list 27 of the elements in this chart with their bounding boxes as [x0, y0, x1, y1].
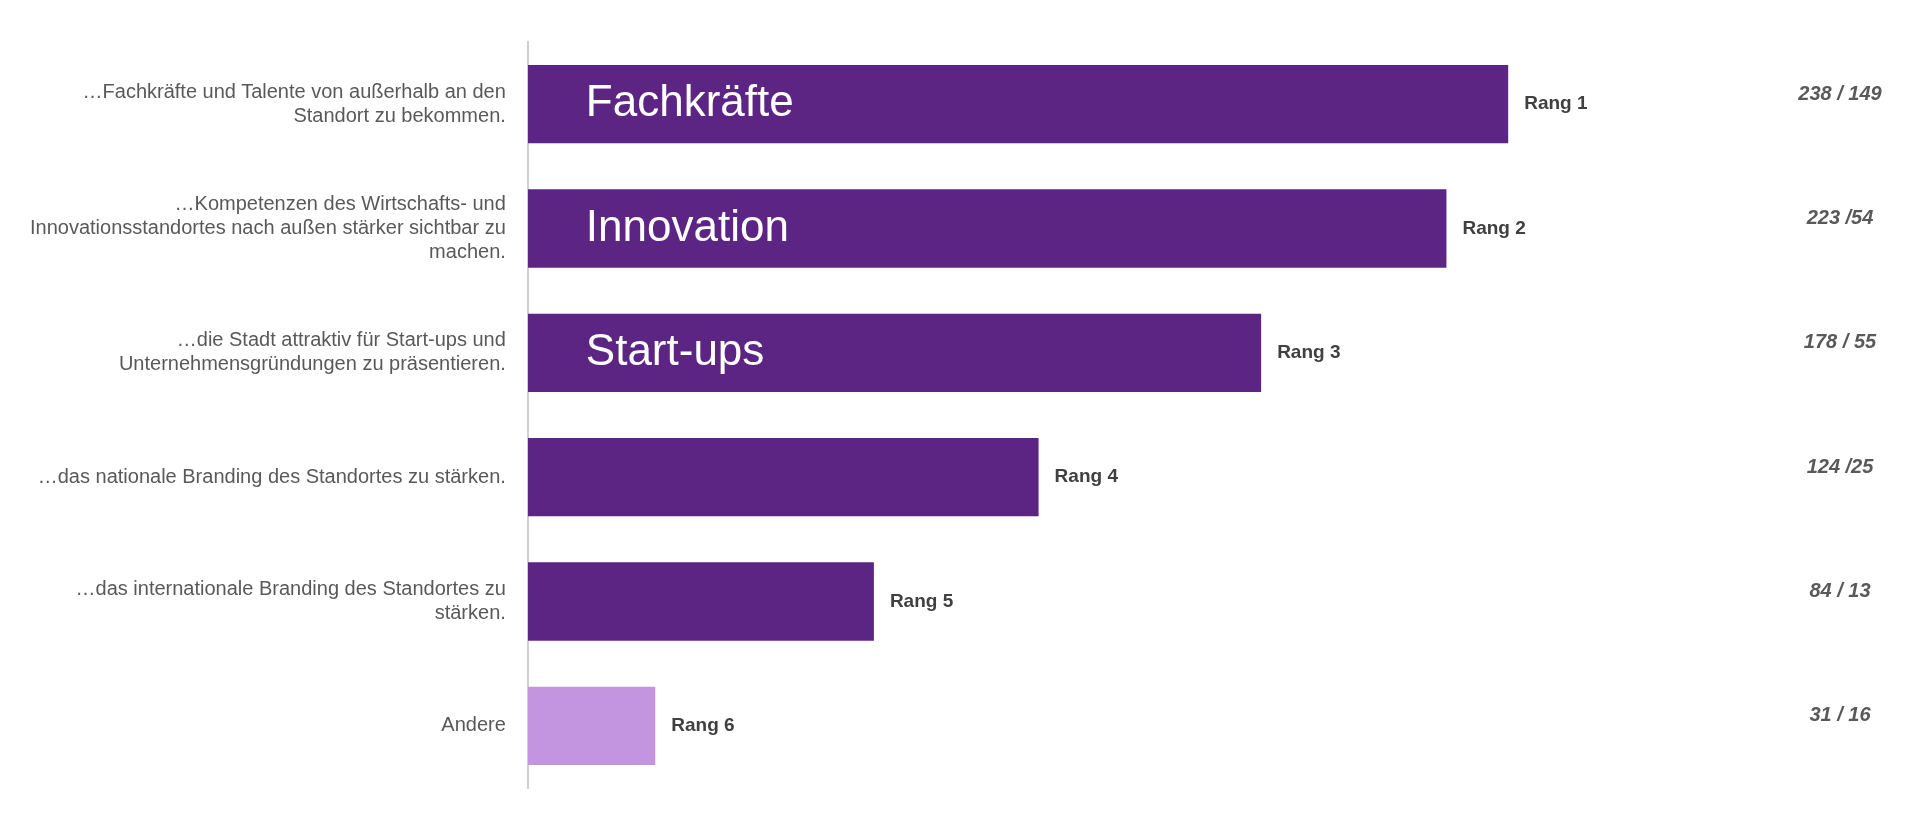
annotation: Rang 1 [1524, 92, 1588, 114]
bar [527, 313, 1262, 392]
text: 238 / 149 [1797, 81, 1883, 104]
annotation: Rang 2 [1462, 216, 1526, 238]
y-tick-label: Andere [441, 713, 506, 736]
text: 223 /54 [1805, 206, 1874, 229]
y-tick-label: …das internationale Branding des Standortes zu stärken. [75, 577, 506, 624]
annotation: Rang 6 [671, 714, 735, 736]
y-tick-label: …Kompetenzen des Wirtschafts- und Innovationsstandortes nach außen stärker sichtbar zu machen. [29, 192, 506, 263]
bar [527, 686, 656, 765]
text: 178 / 55 [1803, 330, 1878, 353]
annotation: Fachkräfte [585, 76, 794, 126]
text: 124 /25 [1806, 454, 1875, 477]
annotation: Rang 4 [1054, 465, 1119, 487]
annotation: Rang 5 [889, 589, 954, 611]
bar [527, 438, 1039, 517]
annotation: Innovation [585, 200, 789, 250]
y-tick-label: …das nationale Branding des Standortes zu stärken. [37, 464, 506, 487]
y-tick-label: …Fachkräfte und Talente von außerhalb an den Standort zu bekommen. [82, 79, 506, 126]
annotation: Start-ups [585, 324, 765, 374]
annotation: Rang 3 [1277, 341, 1341, 363]
bar [527, 189, 1447, 268]
text: 31 / 16 [1809, 703, 1872, 726]
y-tick-label: …die Stadt attraktiv für Start-ups und Unternehmensgründungen zu präsentieren. [118, 328, 506, 375]
bar [527, 65, 1509, 144]
bar [527, 562, 874, 641]
text: 84 / 13 [1809, 579, 1871, 602]
